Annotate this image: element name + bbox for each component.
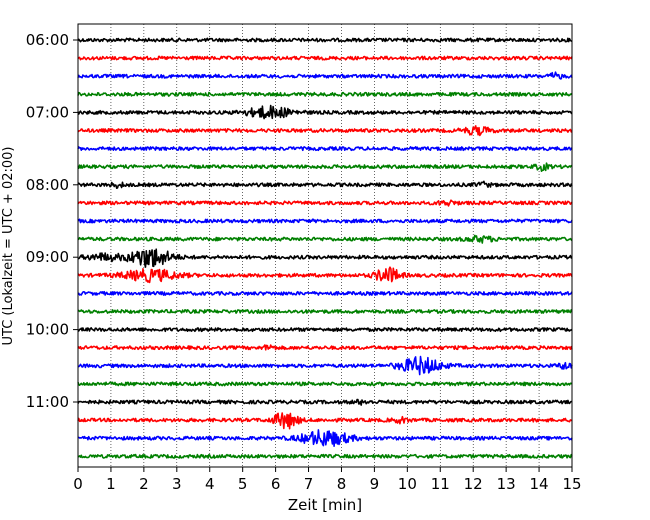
y-tick-label-3: 09:00 <box>26 248 69 266</box>
trace-0845 <box>77 234 573 244</box>
x-tick-label-1: 1 <box>106 475 116 493</box>
y-axis-label: UTC (Lokalzeit = UTC + 02:00) <box>1 147 16 346</box>
trace-1045 <box>77 381 573 387</box>
x-tick-label-3: 3 <box>172 475 182 493</box>
x-tick-label-6: 6 <box>271 475 281 493</box>
seismic-traces <box>77 37 573 459</box>
trace-0700 <box>77 104 573 120</box>
x-tick-label-13: 13 <box>497 475 516 493</box>
trace-1000 <box>77 327 573 333</box>
y-tick-label-5: 11:00 <box>26 393 69 411</box>
x-tick-label-12: 12 <box>464 475 483 493</box>
x-tick-label-11: 11 <box>431 475 450 493</box>
y-tick-label-2: 08:00 <box>26 176 69 194</box>
trace-0600 <box>77 37 573 43</box>
trace-0945 <box>77 309 573 314</box>
trace-1130 <box>78 429 573 447</box>
trace-0915 <box>77 266 573 284</box>
x-tick-label-10: 10 <box>398 475 417 493</box>
x-tick-label-15: 15 <box>562 475 581 493</box>
x-axis-ticks: 0 1 2 3 4 5 6 7 8 9 10 11 12 13 14 15 <box>73 467 582 493</box>
x-tick-label-2: 2 <box>139 475 149 493</box>
x-tick-label-8: 8 <box>337 475 347 493</box>
y-axis-ticks: 06:00 07:00 08:00 09:00 10:00 11:00 <box>26 31 78 411</box>
trace-0745 <box>77 162 573 172</box>
trace-1030 <box>77 355 573 376</box>
x-tick-label-0: 0 <box>73 475 83 493</box>
trace-0930 <box>77 290 573 296</box>
x-tick-label-7: 7 <box>304 475 314 493</box>
trace-1100 <box>77 398 572 406</box>
trace-1145 <box>77 453 573 459</box>
y-tick-label-4: 10:00 <box>26 321 69 339</box>
trace-0630 <box>77 71 573 80</box>
x-tick-label-4: 4 <box>205 475 215 493</box>
y-tick-label-1: 07:00 <box>26 103 69 121</box>
y-tick-label-0: 06:00 <box>26 31 69 49</box>
trace-0645 <box>77 91 573 97</box>
x-tick-label-14: 14 <box>530 475 549 493</box>
plot-frame <box>77 23 573 468</box>
trace-0900 <box>77 248 573 268</box>
x-tick-label-9: 9 <box>370 475 380 493</box>
x-axis-label: Zeit [min] <box>288 496 362 514</box>
trace-0800 <box>77 180 573 189</box>
trace-0830 <box>77 218 573 224</box>
trace-1115 <box>77 412 573 430</box>
trace-0715 <box>77 125 573 137</box>
trace-0615 <box>77 55 573 61</box>
trace-0815 <box>77 199 573 207</box>
trace-1015 <box>77 344 573 351</box>
trace-0730 <box>77 146 573 152</box>
x-tick-label-5: 5 <box>238 475 248 493</box>
